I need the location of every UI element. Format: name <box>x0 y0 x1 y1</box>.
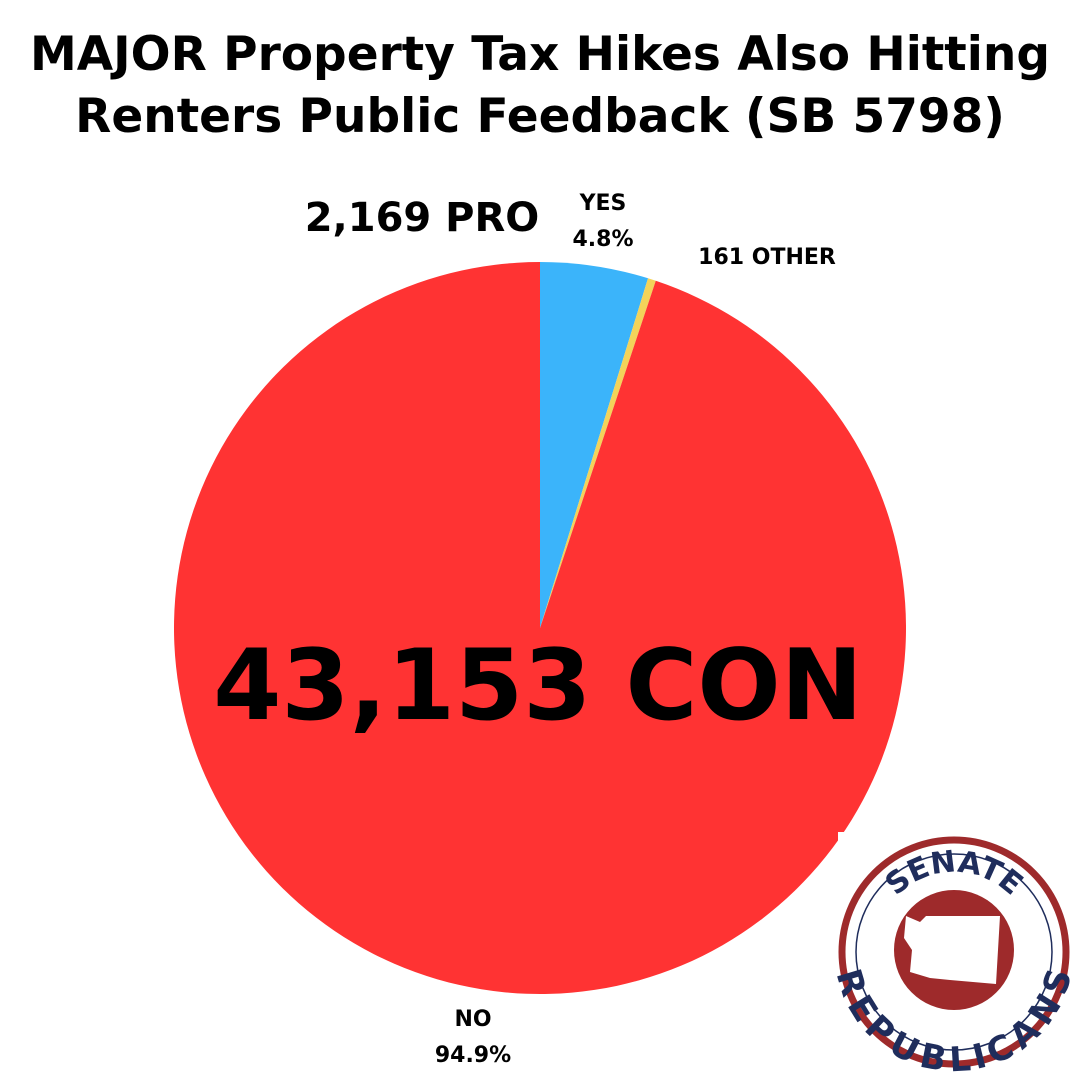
value-label: 43,153 CON <box>213 629 863 743</box>
pie-slice <box>540 278 656 628</box>
logo: SENATE REPUBLICANS <box>828 832 1080 1080</box>
pie <box>173 262 907 994</box>
value-label: 161 OTHER <box>698 245 836 270</box>
logo-state <box>904 916 1000 984</box>
pie-slice <box>540 262 649 628</box>
logo-inner-ring <box>855 853 1053 1051</box>
pie-slice <box>173 262 907 994</box>
labels: YES 4.8% 2,169 PRO 161 OTHER NO 94.9% 43,153 C… <box>213 191 863 1068</box>
percent-label: 94.9% <box>435 1043 511 1068</box>
chart-title: MAJOR Property Tax Hikes Also Hitting Re… <box>30 27 1050 144</box>
value-label: 2,169 PRO <box>305 195 540 241</box>
percent-label: 4.8% <box>572 227 633 252</box>
category-label: YES <box>579 191 627 216</box>
category-label: NO <box>454 1007 491 1032</box>
